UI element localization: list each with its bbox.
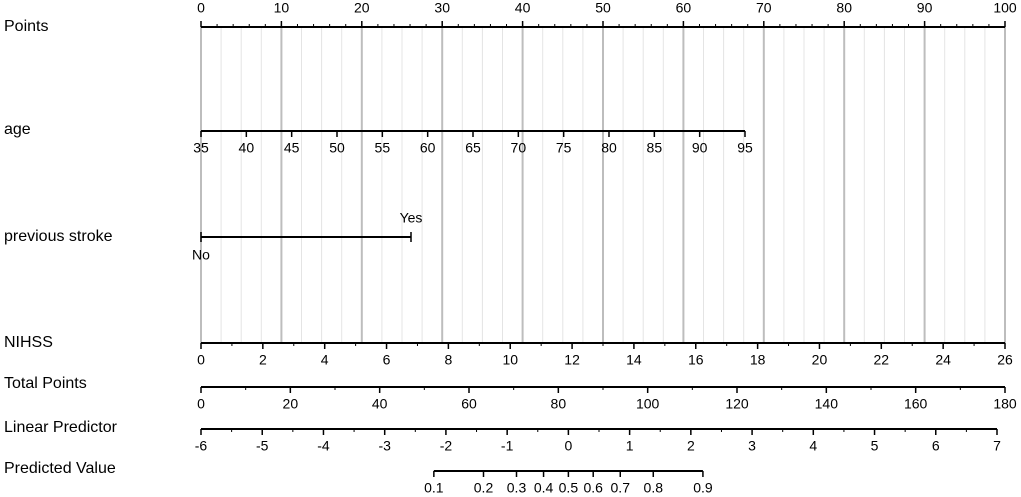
tick-label: 6	[932, 438, 940, 454]
tick-label: 0.5	[559, 480, 579, 496]
scale-label: Predicted Value	[4, 460, 116, 477]
tick-label: 0	[197, 0, 205, 16]
tick-label: 4	[321, 352, 329, 368]
tick-label: 40	[239, 140, 255, 156]
scale-label: NIHSS	[4, 334, 53, 351]
tick-label: 140	[815, 396, 839, 412]
tick-label: 12	[564, 352, 580, 368]
tick-label: -2	[440, 438, 453, 454]
tick-label: 0.4	[534, 480, 554, 496]
tick-label: 120	[725, 396, 749, 412]
tick-label: -1	[501, 438, 514, 454]
tick-label: 5	[871, 438, 879, 454]
tick-label: 0.7	[611, 480, 631, 496]
tick-label: 18	[750, 352, 766, 368]
tick-label: 100	[636, 396, 660, 412]
tick-label: 8	[444, 352, 452, 368]
tick-label: 22	[874, 352, 890, 368]
tick-label: -5	[256, 438, 269, 454]
tick-label: 2	[259, 352, 267, 368]
tick-label: 7	[993, 438, 1001, 454]
tick-label: 0	[564, 438, 572, 454]
tick-label: 2	[687, 438, 695, 454]
tick-label: 16	[688, 352, 704, 368]
tick-label: 180	[993, 396, 1017, 412]
tick-label: -4	[317, 438, 330, 454]
tick-label: 85	[647, 140, 663, 156]
tick-label: 1	[626, 438, 634, 454]
tick-label: 95	[737, 140, 753, 156]
tick-label: -6	[195, 438, 208, 454]
tick-label: 20	[812, 352, 828, 368]
tick-label: 4	[809, 438, 817, 454]
tick-label: 3	[748, 438, 756, 454]
tick-label: -3	[378, 438, 391, 454]
tick-label: 40	[372, 396, 388, 412]
tick-label: 75	[556, 140, 572, 156]
tick-label: 65	[465, 140, 481, 156]
tick-label: 0.2	[474, 480, 494, 496]
tick-label: 0	[197, 352, 205, 368]
tick-label: 14	[626, 352, 642, 368]
tick-label: 20	[354, 0, 370, 16]
scale-label: age	[4, 121, 31, 138]
tick-label: 6	[383, 352, 391, 368]
category-label: No	[192, 247, 210, 263]
tick-label: 160	[904, 396, 928, 412]
tick-label: 80	[551, 396, 567, 412]
tick-label: 60	[420, 140, 436, 156]
tick-label: 70	[511, 140, 527, 156]
tick-label: 35	[193, 140, 209, 156]
tick-label: 0.9	[693, 480, 713, 496]
tick-label: 45	[284, 140, 300, 156]
tick-label: 30	[434, 0, 450, 16]
category-label: Yes	[400, 210, 423, 226]
tick-label: 26	[997, 352, 1013, 368]
scale-label: Points	[4, 18, 48, 35]
tick-label: 50	[329, 140, 345, 156]
tick-label: 0.1	[424, 480, 444, 496]
tick-label: 70	[756, 0, 772, 16]
tick-label: 10	[274, 0, 290, 16]
tick-label: 0.6	[583, 480, 603, 496]
tick-label: 55	[375, 140, 391, 156]
tick-label: 0	[197, 396, 205, 412]
tick-label: 90	[917, 0, 933, 16]
tick-label: 90	[692, 140, 708, 156]
tick-label: 10	[502, 352, 518, 368]
tick-label: 80	[836, 0, 852, 16]
tick-label: 60	[676, 0, 692, 16]
tick-label: 24	[935, 352, 951, 368]
tick-label: 0.3	[507, 480, 527, 496]
tick-label: 20	[283, 396, 299, 412]
tick-label: 50	[595, 0, 611, 16]
tick-label: 60	[461, 396, 477, 412]
scale-label: Linear Predictor	[4, 419, 118, 436]
scale-label: Total Points	[4, 375, 87, 392]
tick-label: 40	[515, 0, 531, 16]
tick-label: 80	[601, 140, 617, 156]
tick-label: 0.8	[644, 480, 664, 496]
tick-label: 100	[993, 0, 1017, 16]
scale-label: previous stroke	[4, 228, 113, 245]
